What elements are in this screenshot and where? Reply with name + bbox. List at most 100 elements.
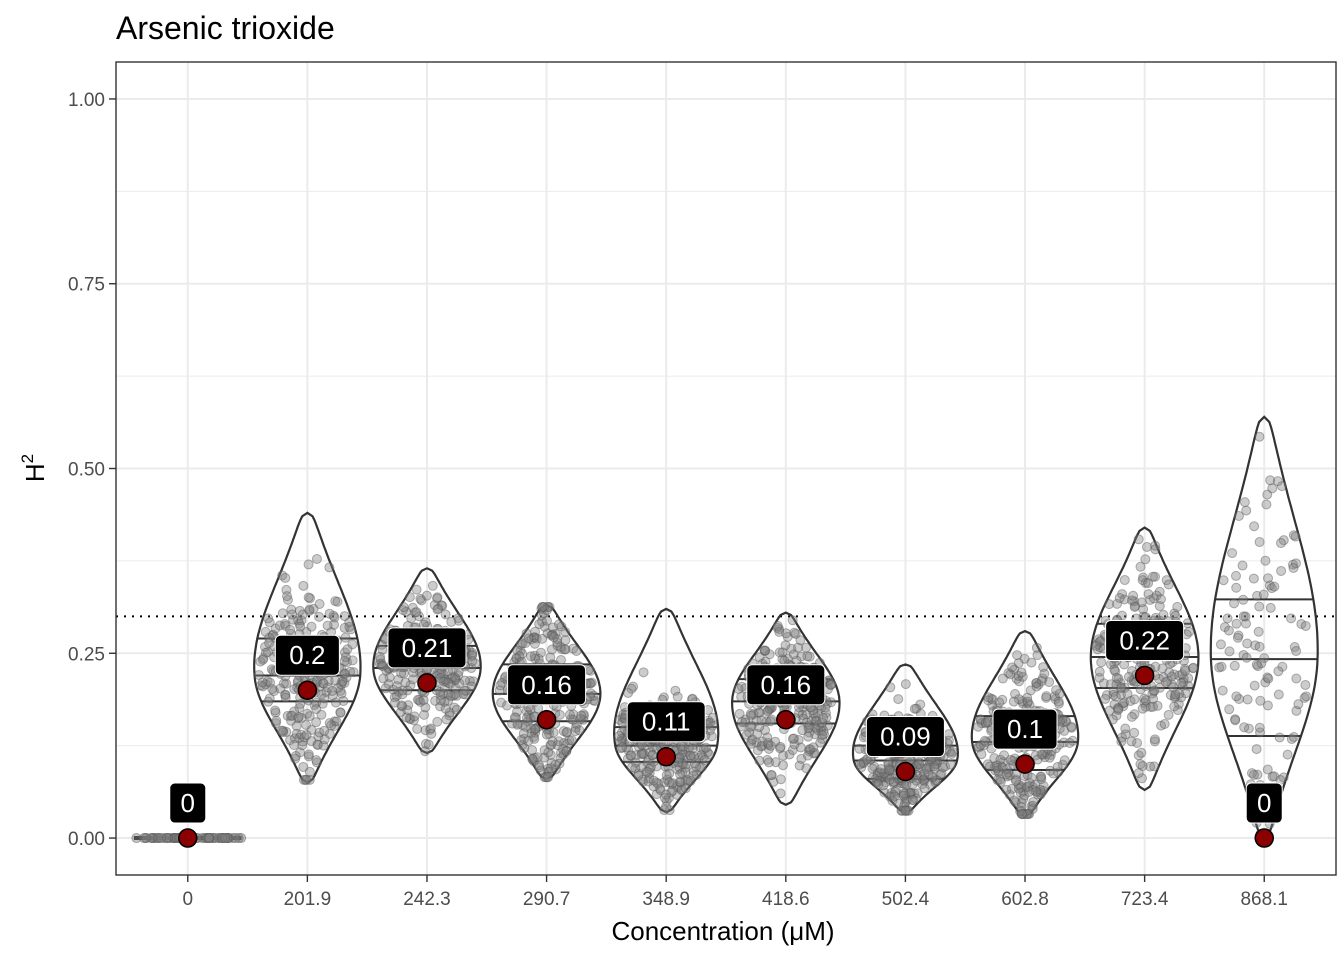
point-estimate [1254, 828, 1274, 848]
jitter-point [303, 559, 314, 570]
jitter-point [880, 777, 891, 788]
jitter-point [614, 714, 625, 725]
jitter-point [461, 685, 472, 696]
jitter-point [339, 656, 350, 667]
jitter-point [275, 683, 286, 694]
jitter-point [638, 776, 649, 787]
jitter-point [915, 699, 926, 710]
jitter-point [441, 714, 452, 725]
jitter-point [1288, 562, 1299, 573]
jitter-point [782, 631, 793, 642]
value-label: 0.16 [760, 670, 811, 700]
jitter-point [664, 805, 675, 816]
jitter-point [446, 673, 457, 684]
jitter-point [294, 732, 305, 743]
jitter-point [630, 763, 641, 774]
jitter-point [291, 721, 302, 732]
jitter-point [519, 733, 530, 744]
jitter-point [685, 750, 696, 761]
jitter-point [653, 778, 664, 789]
jitter-point [305, 593, 316, 604]
jitter-point [259, 641, 270, 652]
jitter-point [756, 715, 767, 726]
jitter-point [420, 738, 431, 749]
jitter-point [1249, 680, 1260, 691]
jitter-point [764, 649, 775, 660]
jitter-point [529, 650, 540, 661]
jitter-point [647, 750, 658, 761]
jitter-point [1172, 601, 1183, 612]
jitter-point [809, 747, 820, 758]
jitter-point [811, 716, 822, 727]
jitter-point [494, 685, 505, 696]
jitter-point [377, 661, 388, 672]
jitter-point [707, 712, 718, 723]
jitter-point [1159, 719, 1170, 730]
jitter-point [766, 770, 777, 781]
jitter-point [1031, 786, 1042, 797]
jitter-point [534, 619, 545, 630]
jitter-point [432, 668, 443, 679]
jitter-point [279, 618, 290, 629]
jitter-point [314, 598, 325, 609]
jitter-point [707, 720, 718, 731]
jitter-point [555, 747, 566, 758]
jitter-point [651, 777, 662, 788]
jitter-point [547, 644, 558, 655]
jitter-point [521, 628, 532, 639]
jitter-point [754, 755, 765, 766]
jitter-point [329, 619, 340, 630]
jitter-point [467, 647, 478, 658]
jitter-point [867, 763, 878, 774]
jitter-point [447, 671, 458, 682]
jitter-point [826, 697, 837, 708]
jitter-point [391, 681, 402, 692]
jitter-point [298, 580, 309, 591]
jitter-point [995, 776, 1006, 787]
jitter-point [466, 663, 477, 674]
jitter-point [676, 785, 687, 796]
point-estimate [297, 680, 318, 700]
jitter-point [522, 716, 533, 727]
jitter-point [745, 721, 756, 732]
jitter-point [395, 707, 406, 718]
jitter-point [698, 752, 709, 763]
jitter-point [393, 674, 404, 685]
jitter-point [435, 690, 446, 701]
jitter-point [396, 668, 407, 679]
jitter-point [443, 689, 454, 700]
jitter-point [568, 643, 579, 654]
jitter-point [1222, 613, 1233, 624]
jitter-point [435, 701, 446, 712]
jitter-point [631, 750, 642, 761]
jitter-point [525, 713, 536, 724]
jitter-point [304, 711, 315, 722]
jitter-point [671, 743, 682, 754]
jitter-point [1231, 691, 1242, 702]
value-label: 0 [181, 788, 195, 818]
jitter-point [662, 774, 673, 785]
jitter-point [1016, 809, 1027, 820]
jitter-point [280, 692, 291, 703]
jitter-point [530, 723, 541, 734]
jitter-point [803, 731, 814, 742]
jitter-point [858, 758, 869, 769]
jitter-point [544, 728, 555, 739]
y-tick-label: 1.00 [68, 90, 105, 111]
jitter-point [1248, 573, 1259, 584]
jitter-point [770, 736, 781, 747]
jitter-point [659, 805, 670, 816]
jitter-point [286, 604, 297, 615]
jitter-point [543, 766, 554, 777]
jitter-point [997, 673, 1008, 684]
jitter-point [293, 615, 304, 626]
jitter-point [761, 716, 772, 727]
jitter-point [318, 678, 329, 689]
value-label: 0.09 [880, 722, 931, 752]
jitter-point [270, 623, 281, 634]
jitter-point [1254, 601, 1265, 612]
jitter-point [741, 729, 752, 740]
jitter-point [641, 766, 652, 777]
jitter-point [523, 709, 534, 720]
x-tick-label: 348.9 [642, 889, 690, 910]
